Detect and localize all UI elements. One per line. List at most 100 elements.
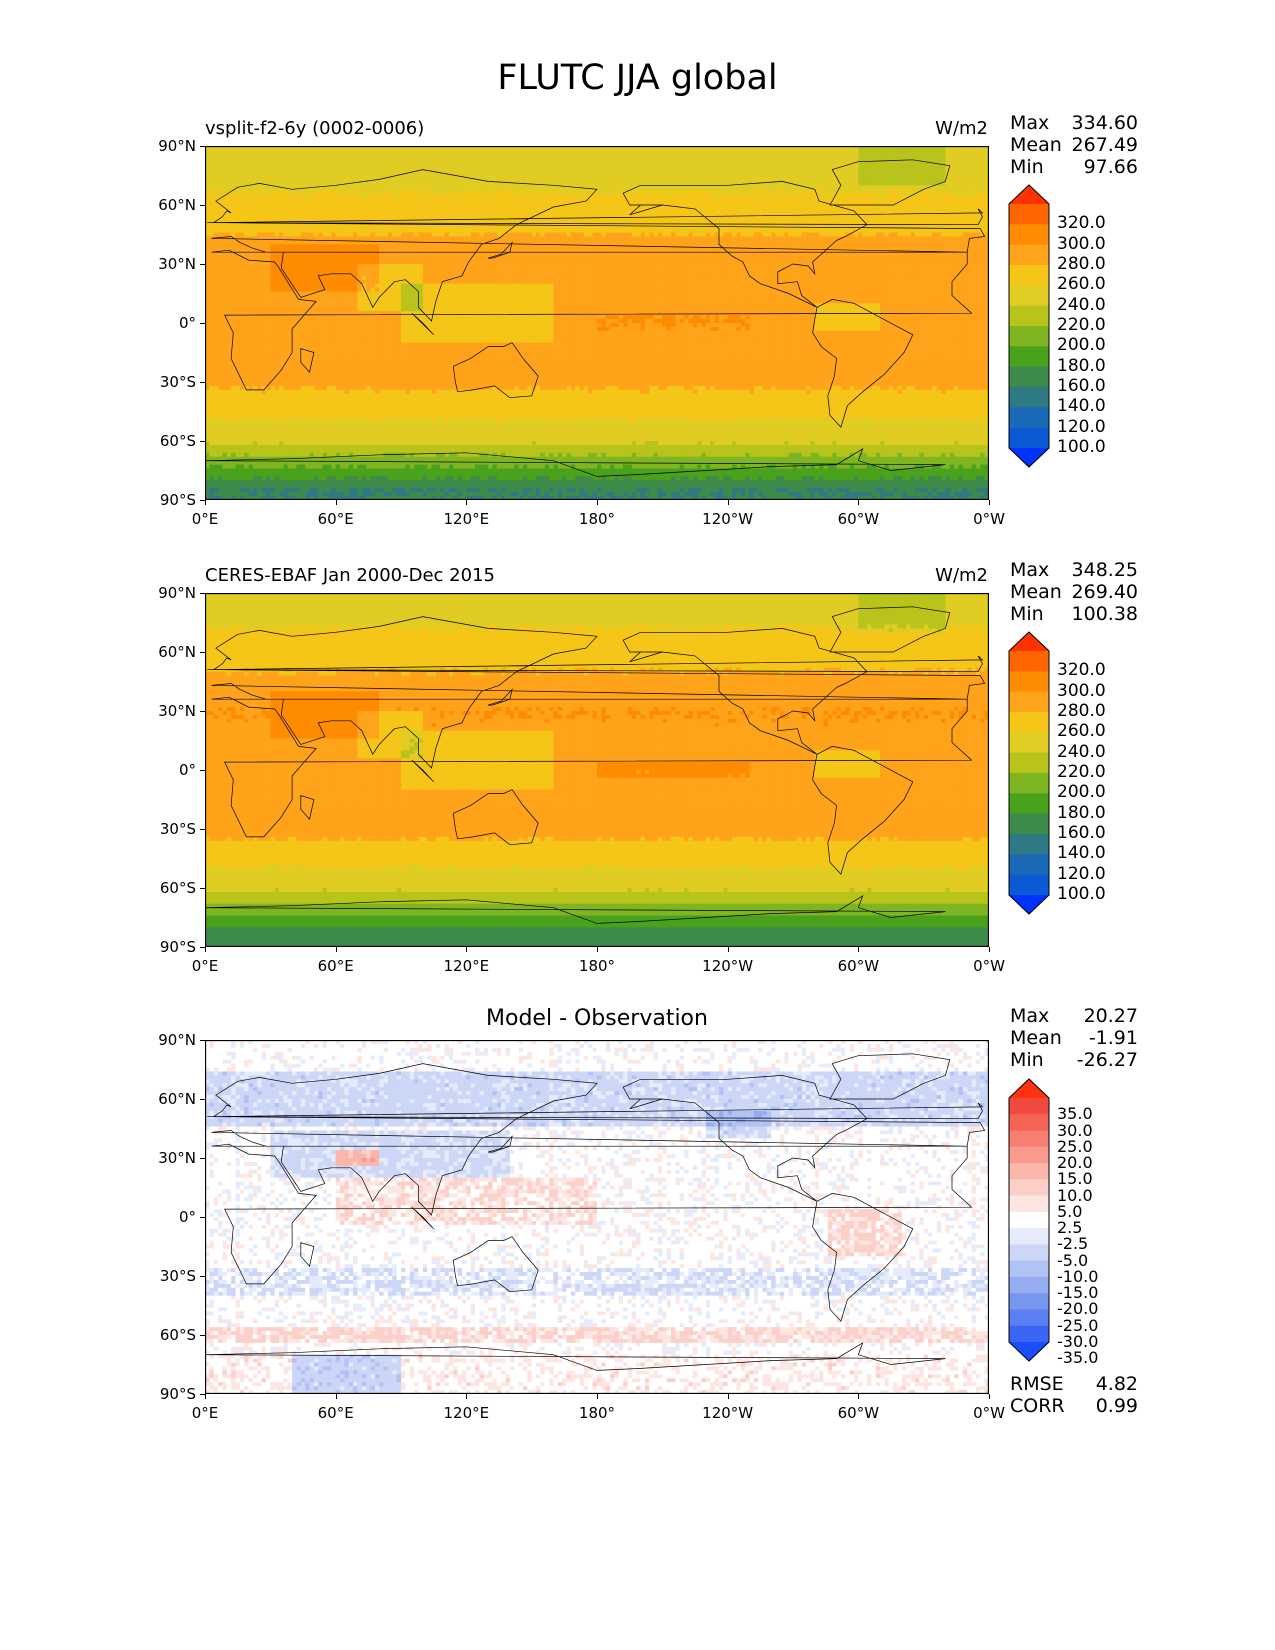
map-cell <box>736 232 742 238</box>
map-cell <box>884 240 890 245</box>
map-cell <box>300 173 306 179</box>
map-cell <box>335 185 341 190</box>
map-cell <box>501 161 507 167</box>
map-cell <box>592 197 598 202</box>
map-cell <box>906 185 912 190</box>
map-cell <box>845 212 851 218</box>
map-cell <box>209 193 215 198</box>
map-cell <box>605 201 611 206</box>
map-cell <box>897 169 903 175</box>
map-cell <box>840 185 846 190</box>
map-cell <box>766 220 772 226</box>
map-cell <box>318 161 324 167</box>
map-cell <box>762 185 768 190</box>
map-cell <box>531 169 537 175</box>
map-cell <box>823 197 829 202</box>
map-cell <box>592 201 598 206</box>
map-cell <box>819 197 825 202</box>
map-cell <box>858 177 864 182</box>
map-cell <box>340 216 345 222</box>
map-cell <box>618 201 624 206</box>
map-cell <box>827 208 833 214</box>
map-cell <box>326 240 332 245</box>
map-cell <box>657 216 663 222</box>
map-cell <box>862 161 868 167</box>
map-cell <box>745 153 751 159</box>
map-cell <box>522 205 528 210</box>
map-cell <box>283 193 289 198</box>
map-cell <box>862 208 868 214</box>
map-cell <box>649 185 655 190</box>
map-cell <box>906 197 912 202</box>
map-cell <box>270 169 276 175</box>
map-cell <box>836 208 842 214</box>
map-cell <box>592 232 598 238</box>
map-cell <box>888 212 894 218</box>
map-cell <box>583 208 589 214</box>
map-cell <box>418 185 424 190</box>
map-cell <box>732 146 737 151</box>
map-cell <box>910 173 916 179</box>
map-cell <box>888 224 894 230</box>
map-cell <box>492 205 498 210</box>
map-cell <box>880 157 886 163</box>
panel1-title: vsplit-f2-6y (0002-0006) <box>205 118 424 139</box>
map-cell <box>279 216 284 222</box>
map-cell <box>836 177 842 182</box>
map-cell <box>205 240 210 245</box>
map-cell <box>592 224 598 230</box>
map-cell <box>766 228 772 234</box>
map-cell <box>540 236 546 241</box>
map-cell <box>666 177 672 182</box>
map-cell <box>392 212 398 218</box>
map-cell <box>274 181 280 186</box>
map-cell <box>618 157 624 163</box>
map-cell <box>657 161 663 167</box>
map-cell <box>274 177 280 182</box>
map-cell <box>928 208 933 214</box>
map-cell <box>374 224 380 230</box>
map-cell <box>261 173 267 179</box>
map-cell <box>862 232 868 238</box>
map-cell <box>553 185 559 190</box>
map-cell <box>784 240 790 245</box>
map-cell <box>779 232 785 238</box>
map-cell <box>958 205 964 210</box>
map-cell <box>797 208 803 214</box>
map-cell <box>405 193 411 198</box>
map-cell <box>522 201 528 206</box>
map-cell <box>714 197 720 202</box>
map-cell <box>779 228 785 234</box>
map-cell <box>514 212 520 218</box>
map-cell <box>688 161 694 167</box>
map-cell <box>784 248 790 253</box>
map-cell <box>601 205 607 210</box>
map-cell <box>810 232 816 238</box>
map-cell <box>623 161 629 167</box>
map-cell <box>435 157 441 163</box>
map-cell <box>313 193 319 198</box>
map-cell <box>980 220 986 226</box>
map-cell <box>461 149 467 155</box>
map-cell <box>409 201 415 206</box>
map-cell <box>779 173 785 179</box>
map-cell <box>553 197 559 202</box>
map-cell <box>244 244 250 249</box>
map-cell <box>283 228 289 234</box>
map-cell <box>218 252 224 257</box>
map-cell <box>836 248 842 253</box>
map-cell <box>692 146 698 151</box>
map-cell <box>431 208 437 214</box>
map-cell <box>614 161 620 167</box>
map-cell <box>666 201 672 206</box>
map-cell <box>248 149 254 155</box>
map-cell <box>971 149 977 155</box>
map-cell <box>623 185 629 190</box>
map-cell <box>945 244 951 249</box>
map-cell <box>401 244 406 249</box>
map-cell <box>692 220 698 226</box>
map-cell <box>248 177 254 182</box>
map-cell <box>566 173 572 179</box>
map-cell <box>422 236 428 241</box>
map-cell <box>906 212 912 218</box>
